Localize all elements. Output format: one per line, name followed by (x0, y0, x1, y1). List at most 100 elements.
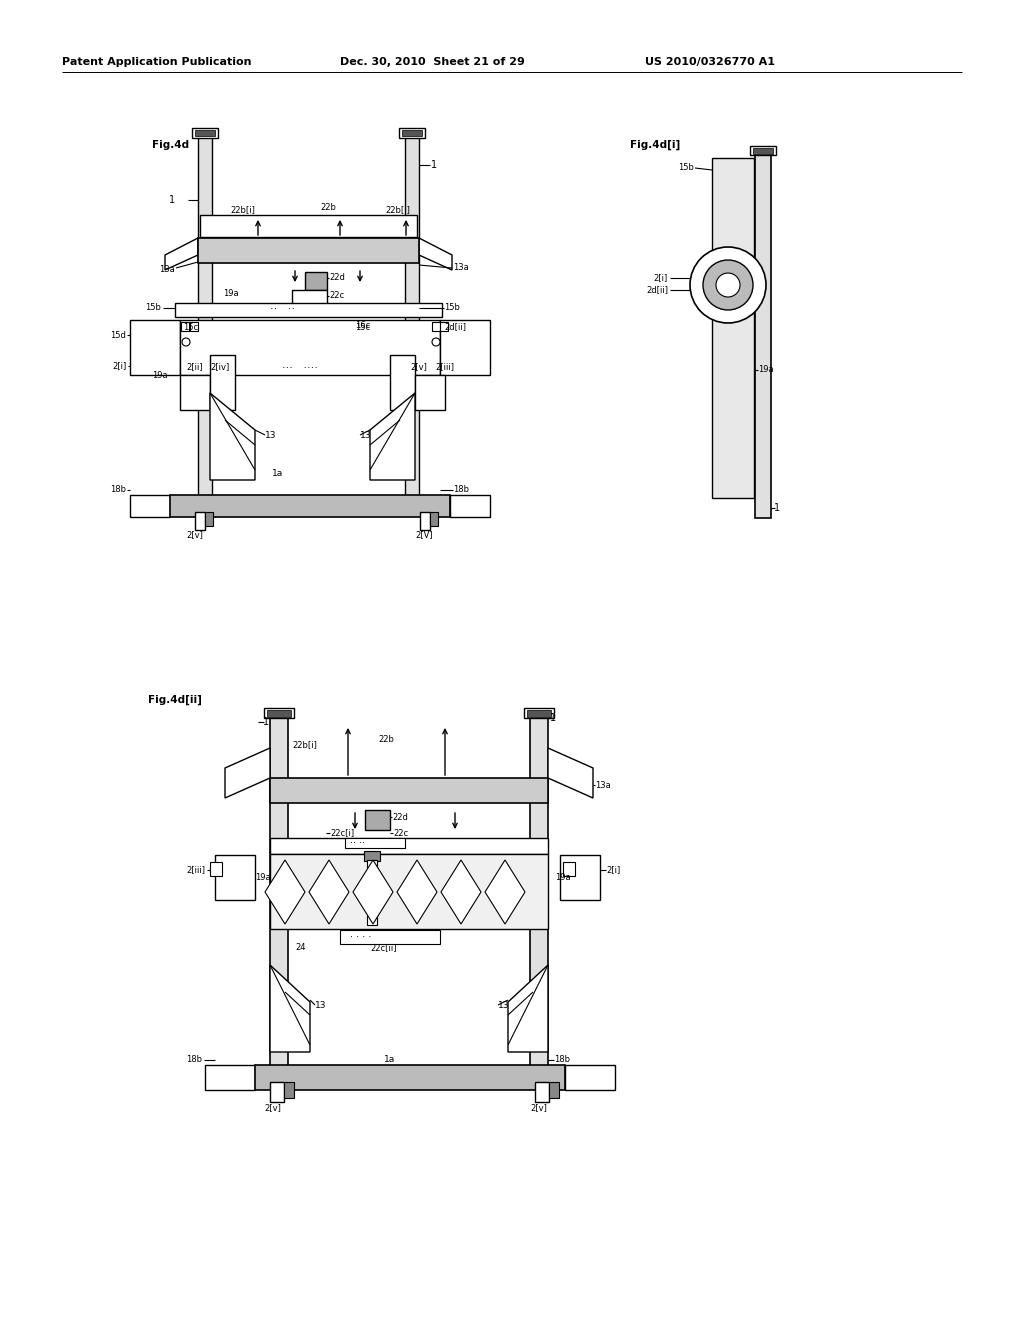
Polygon shape (210, 393, 255, 480)
Bar (450, 495, 490, 517)
Text: 22b[i]: 22b[i] (385, 206, 410, 214)
Bar (180, 375, 210, 411)
Bar (399, 128, 425, 139)
Text: 2d[ii]: 2d[ii] (646, 285, 668, 294)
Bar (190, 322, 198, 331)
Circle shape (182, 338, 190, 346)
Bar (345, 838, 406, 847)
Circle shape (690, 247, 766, 323)
Text: 1: 1 (774, 503, 780, 513)
Bar (198, 238, 419, 263)
Text: 22d: 22d (392, 813, 408, 821)
Text: Fig.4d[ii]: Fig.4d[ii] (148, 694, 202, 705)
Circle shape (716, 273, 740, 297)
Bar (549, 1082, 559, 1098)
Text: 15c: 15c (183, 323, 198, 333)
Bar (390, 355, 415, 411)
Text: ··   ··: ·· ·· (270, 304, 295, 314)
Text: 19a: 19a (223, 289, 239, 297)
Text: 18b: 18b (110, 486, 126, 495)
Bar (195, 512, 205, 531)
Text: 15c: 15c (355, 322, 370, 331)
Bar (270, 777, 548, 803)
Text: 16c: 16c (355, 321, 371, 330)
Text: 15b: 15b (444, 304, 460, 313)
Bar (753, 148, 773, 154)
Polygon shape (370, 393, 415, 480)
Bar (430, 512, 438, 525)
Bar (440, 319, 490, 375)
Bar (205, 1065, 255, 1090)
Text: 2[V]: 2[V] (415, 531, 432, 540)
Text: 1: 1 (431, 160, 437, 170)
Bar (340, 931, 440, 944)
Text: 22c[i]: 22c[i] (330, 829, 354, 837)
Bar (210, 355, 234, 411)
Circle shape (432, 338, 440, 346)
Bar (305, 272, 327, 290)
Bar (181, 322, 189, 331)
Text: 2d[ii]: 2d[ii] (444, 322, 466, 331)
Bar (264, 708, 294, 718)
Polygon shape (265, 861, 305, 924)
Text: 1: 1 (263, 717, 269, 727)
Text: 15d: 15d (111, 330, 126, 339)
Polygon shape (225, 748, 270, 799)
Bar (415, 375, 445, 411)
Bar (215, 855, 255, 900)
Text: 22c[ii]: 22c[ii] (370, 944, 396, 953)
Bar (292, 290, 327, 304)
Bar (365, 810, 390, 830)
Text: 15b: 15b (145, 304, 161, 313)
Text: 18b: 18b (186, 1056, 202, 1064)
Polygon shape (441, 861, 481, 924)
Text: 13a: 13a (595, 780, 610, 789)
Bar (175, 304, 442, 317)
Text: 13: 13 (315, 1001, 327, 1010)
Bar (267, 710, 291, 717)
Text: 19a: 19a (255, 874, 270, 883)
Text: 22c: 22c (329, 292, 344, 301)
Bar (563, 862, 575, 876)
Text: 22b[i]: 22b[i] (230, 206, 255, 214)
Bar (524, 708, 554, 718)
Text: 2[i]: 2[i] (606, 866, 621, 874)
Text: 13: 13 (265, 430, 276, 440)
Circle shape (703, 260, 753, 310)
Text: 13a: 13a (160, 265, 175, 275)
Text: 18b: 18b (453, 486, 469, 495)
Text: 2[v]: 2[v] (264, 1104, 281, 1113)
Text: US 2010/0326770 A1: US 2010/0326770 A1 (645, 57, 775, 67)
Bar (284, 1082, 294, 1098)
Text: 2[iii]: 2[iii] (186, 866, 205, 874)
Bar (180, 319, 440, 375)
Polygon shape (309, 861, 349, 924)
Text: 22b: 22b (378, 735, 394, 744)
Bar (750, 147, 776, 154)
Text: 2[i]: 2[i] (653, 273, 668, 282)
Text: 15b: 15b (678, 164, 694, 173)
Text: 2[v]: 2[v] (410, 363, 427, 371)
Bar (200, 215, 417, 238)
Text: 2[i]: 2[i] (113, 362, 127, 371)
Polygon shape (485, 861, 525, 924)
Bar (270, 854, 548, 929)
Bar (205, 512, 213, 525)
Text: Fig.4d: Fig.4d (152, 140, 189, 150)
Bar (193, 128, 218, 139)
Text: Dec. 30, 2010  Sheet 21 of 29: Dec. 30, 2010 Sheet 21 of 29 (340, 57, 525, 67)
Bar (367, 861, 377, 925)
Text: 1a: 1a (384, 1056, 395, 1064)
Polygon shape (548, 748, 593, 799)
Text: 2[v]: 2[v] (530, 1104, 547, 1113)
Text: 13a: 13a (453, 264, 469, 272)
Text: 2[v]: 2[v] (186, 531, 203, 540)
Text: · · · ·: · · · · (350, 932, 372, 942)
Text: 1: 1 (169, 195, 175, 205)
Polygon shape (419, 238, 452, 271)
Bar (210, 862, 222, 876)
Text: 19a: 19a (758, 366, 773, 375)
Bar (130, 495, 170, 517)
Bar (270, 838, 548, 854)
Text: 22c: 22c (393, 829, 409, 837)
